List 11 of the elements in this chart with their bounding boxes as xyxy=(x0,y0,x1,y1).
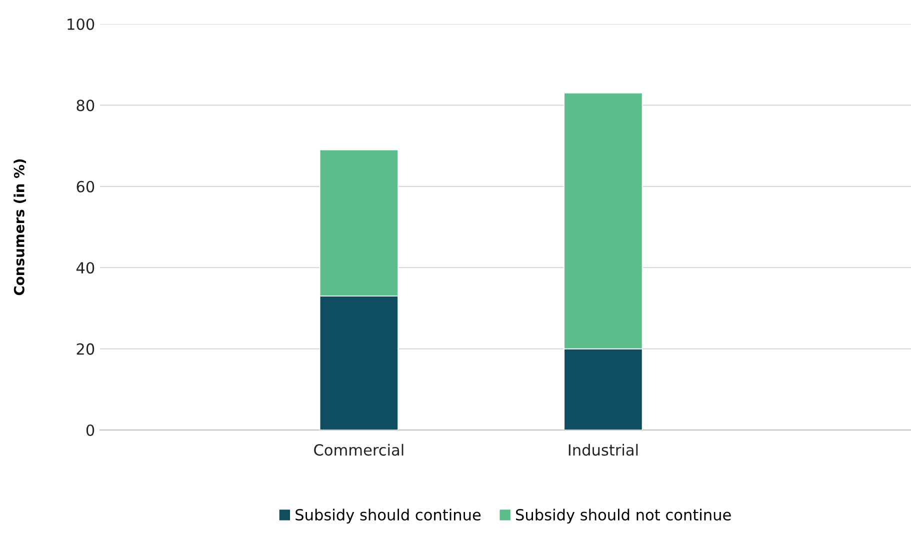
x-tick-label: Commercial xyxy=(314,444,404,456)
y-tick-label: 20 xyxy=(76,343,94,355)
y-axis-title: Consumers (in %) xyxy=(14,159,26,296)
legend-label: Subsidy should not continue xyxy=(516,508,731,524)
legend-label: Subsidy should continue xyxy=(296,508,481,524)
y-tick-label: 40 xyxy=(76,262,94,274)
y-tick-label: 0 xyxy=(86,424,94,436)
y-tick-label: 100 xyxy=(68,18,94,30)
y-tick-label: 60 xyxy=(76,180,94,192)
y-tick-label: 80 xyxy=(76,100,94,112)
x-tick-label: Industrial xyxy=(568,444,638,456)
